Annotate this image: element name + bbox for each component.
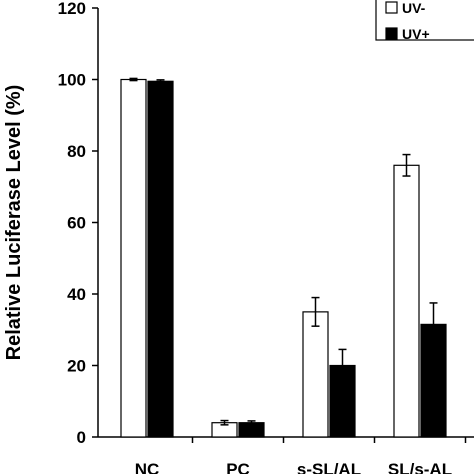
- x-tick-label: SL/s-AL: [388, 460, 452, 474]
- legend-label: UV-: [402, 0, 426, 16]
- y-tick-label: 20: [67, 357, 86, 376]
- y-tick-label: 60: [67, 214, 86, 233]
- legend-label: UV+: [402, 26, 430, 42]
- x-tick-label: NC: [135, 460, 160, 474]
- legend-swatch: [385, 1, 398, 14]
- legend: UV- UV+: [375, 0, 474, 42]
- bars: [120, 77, 447, 438]
- bar-uv-minus: [302, 311, 329, 438]
- y-tick-label: 40: [67, 285, 86, 304]
- y-tick-label: 0: [77, 428, 86, 447]
- legend-swatch: [385, 27, 398, 40]
- bar-uv-plus: [147, 80, 174, 438]
- x-tick-label: PC: [226, 460, 250, 474]
- x-tick-label: s-SL/AL: [297, 460, 361, 474]
- x-axis: NC PC s-SL/AL SL/s-AL: [98, 436, 474, 474]
- y-axis: 0 20 40 60 80 100 120: [58, 0, 99, 447]
- y-axis-label: Relative Luciferase Level (%): [3, 85, 25, 361]
- bar-uv-minus: [393, 164, 420, 438]
- y-tick-label: 100: [58, 71, 86, 90]
- y-tick-label: 120: [58, 0, 86, 18]
- bar-uv-minus: [120, 78, 147, 438]
- y-tick-label: 80: [67, 142, 86, 161]
